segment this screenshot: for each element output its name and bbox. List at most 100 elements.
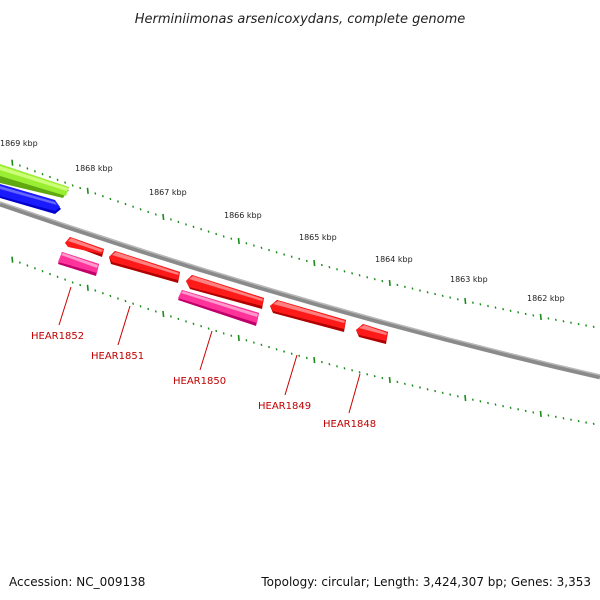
minor-tick bbox=[192, 322, 195, 326]
minor-tick bbox=[245, 242, 248, 245]
green-feature[interactable] bbox=[0, 164, 69, 198]
minor-tick bbox=[358, 274, 361, 277]
minor-tick bbox=[192, 225, 195, 229]
minor-tick bbox=[260, 343, 263, 347]
minor-tick bbox=[336, 268, 338, 271]
minor-tick bbox=[585, 324, 588, 327]
gene-hear1849[interactable] bbox=[186, 275, 264, 309]
minor-tick bbox=[215, 329, 218, 333]
major-tick bbox=[388, 376, 391, 384]
minor-tick bbox=[351, 369, 354, 372]
minor-tick bbox=[471, 398, 474, 401]
major-tick bbox=[313, 260, 316, 267]
gene-hear1849-body[interactable] bbox=[270, 300, 346, 332]
minor-tick bbox=[585, 421, 588, 424]
gene-label-hear1848[interactable]: HEAR1848 bbox=[323, 419, 376, 430]
minor-tick bbox=[268, 345, 270, 349]
gene-hear1850[interactable] bbox=[178, 290, 259, 326]
minor-tick bbox=[252, 341, 255, 344]
minor-tick bbox=[117, 297, 119, 300]
minor-tick bbox=[132, 302, 135, 305]
kbp-label: 1863 kbp bbox=[450, 275, 488, 284]
gene-label-hear1849[interactable]: HEAR1849 bbox=[258, 401, 311, 412]
gene-hear1851-body[interactable] bbox=[109, 251, 180, 283]
minor-tick bbox=[154, 213, 157, 216]
minor-tick bbox=[396, 283, 399, 287]
minor-tick bbox=[373, 277, 376, 281]
minor-tick bbox=[71, 184, 74, 187]
minor-tick bbox=[426, 388, 429, 391]
genome-title: Herminiimonas arsenicoxydans, complete g… bbox=[135, 12, 465, 27]
kbp-ruler-upper bbox=[11, 159, 595, 329]
minor-tick bbox=[283, 350, 286, 353]
minor-tick bbox=[56, 178, 59, 182]
minor-tick bbox=[79, 186, 82, 190]
minor-tick bbox=[49, 272, 51, 276]
minor-tick bbox=[177, 317, 180, 321]
minor-tick bbox=[577, 419, 580, 423]
minor-tick bbox=[577, 322, 580, 326]
minor-tick bbox=[570, 418, 572, 421]
minor-tick bbox=[434, 292, 437, 296]
minor-tick bbox=[517, 311, 520, 314]
minor-tick bbox=[290, 352, 293, 355]
minor-tick bbox=[169, 315, 172, 318]
minor-tick bbox=[117, 200, 119, 203]
minor-tick bbox=[185, 320, 187, 323]
minor-tick bbox=[41, 269, 44, 273]
minor-tick bbox=[479, 400, 482, 403]
leader-line bbox=[348, 373, 361, 414]
gene-hear1852[interactable] bbox=[58, 252, 99, 276]
kbp-label: 1865 kbp bbox=[299, 233, 337, 242]
gene-hear1851[interactable] bbox=[65, 237, 104, 257]
major-tick bbox=[86, 284, 89, 291]
minor-tick bbox=[56, 275, 59, 279]
minor-tick bbox=[283, 253, 286, 256]
minor-tick bbox=[177, 220, 180, 224]
minor-tick bbox=[509, 309, 512, 313]
kbp-label: 1867 kbp bbox=[149, 188, 187, 197]
gene-hear1848[interactable] bbox=[356, 324, 388, 344]
major-tick bbox=[539, 313, 542, 320]
minor-tick bbox=[132, 205, 135, 208]
minor-tick bbox=[260, 246, 263, 250]
minor-tick bbox=[101, 194, 104, 198]
major-tick bbox=[237, 334, 240, 342]
gene-label-hear1852[interactable]: HEAR1852 bbox=[31, 331, 84, 342]
minor-tick bbox=[494, 403, 497, 406]
leader-line bbox=[284, 354, 298, 396]
minor-tick bbox=[147, 210, 150, 214]
minor-tick bbox=[351, 272, 354, 275]
blue-feature[interactable] bbox=[0, 184, 61, 214]
major-tick bbox=[237, 237, 240, 245]
leader-line bbox=[199, 330, 213, 371]
minor-tick bbox=[18, 261, 21, 264]
minor-tick bbox=[124, 299, 127, 303]
major-tick bbox=[162, 213, 165, 220]
minor-tick bbox=[524, 409, 527, 413]
minor-tick bbox=[547, 414, 550, 417]
minor-tick bbox=[494, 306, 497, 309]
major-tick bbox=[11, 159, 14, 166]
minor-tick bbox=[305, 356, 308, 360]
minor-tick bbox=[396, 380, 399, 384]
minor-tick bbox=[169, 218, 172, 221]
minor-tick bbox=[517, 408, 520, 411]
leader-line bbox=[58, 286, 72, 326]
minor-tick bbox=[124, 202, 127, 206]
gene-label-hear1851[interactable]: HEAR1851 bbox=[91, 351, 144, 362]
minor-tick bbox=[532, 411, 535, 414]
minor-tick bbox=[411, 287, 414, 290]
minor-tick bbox=[222, 332, 225, 335]
minor-tick bbox=[509, 406, 512, 410]
minor-tick bbox=[328, 265, 331, 269]
minor-tick bbox=[185, 223, 187, 226]
minor-tick bbox=[33, 267, 36, 270]
minor-tick bbox=[411, 384, 414, 387]
minor-tick bbox=[403, 285, 406, 289]
minor-tick bbox=[449, 393, 452, 396]
minor-tick bbox=[18, 164, 21, 167]
gene-label-hear1850[interactable]: HEAR1850 bbox=[173, 376, 226, 387]
minor-tick bbox=[290, 255, 293, 258]
minor-tick bbox=[532, 314, 535, 317]
